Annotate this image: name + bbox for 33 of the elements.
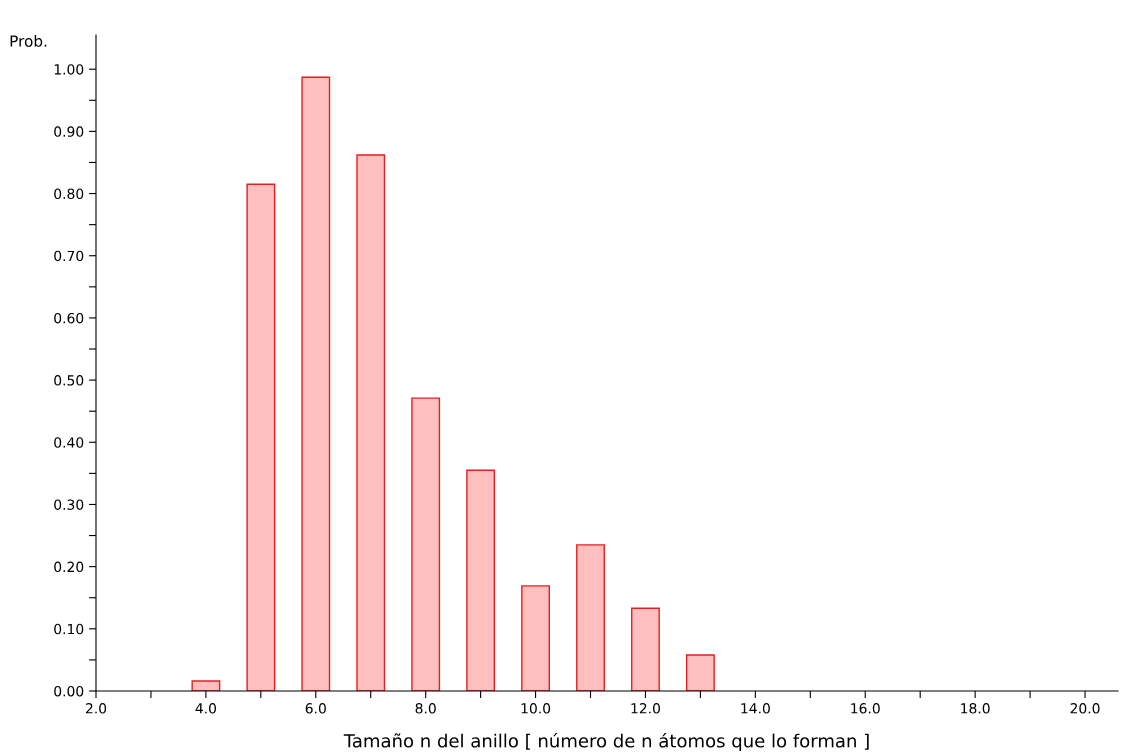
x-tick-label: 20.0 xyxy=(1070,703,1100,714)
bar xyxy=(356,154,386,691)
bar xyxy=(685,654,715,691)
bar xyxy=(521,585,551,691)
bar xyxy=(576,544,605,691)
y-tick-label: 0.40 xyxy=(54,437,84,448)
bar xyxy=(191,680,221,691)
y-tick-label: 0.20 xyxy=(54,561,84,573)
x-tick-label: 14.0 xyxy=(741,703,770,714)
x-tick-label: 10.0 xyxy=(521,703,551,714)
x-axis-title: Tamaño n del anillo [ número de n átomos que lo forman ] xyxy=(343,732,869,752)
x-tick-label: 4.0 xyxy=(195,703,217,714)
x-tick-label: 12.0 xyxy=(631,703,660,714)
y-tick-label: 0.90 xyxy=(54,126,84,137)
bar xyxy=(246,183,276,691)
y-tick-label: 1.00 xyxy=(54,64,84,75)
x-tick-label: 6.0 xyxy=(305,703,326,714)
y-tick-label: 0.70 xyxy=(54,250,84,262)
bar xyxy=(301,76,331,691)
bar xyxy=(631,607,660,691)
y-tick-label: 0.60 xyxy=(54,312,84,324)
x-tick-label: 16.0 xyxy=(851,703,880,714)
y-axis-title: Prob. xyxy=(10,35,47,47)
y-tick-label: 0.50 xyxy=(54,375,84,386)
y-tick-label: 0.10 xyxy=(54,623,84,635)
y-tick-label: 0.00 xyxy=(54,685,84,697)
y-tick-label: 0.80 xyxy=(54,188,84,200)
bar xyxy=(411,397,441,691)
x-tick-label: 8.0 xyxy=(415,703,436,714)
x-tick-label: 18.0 xyxy=(961,703,990,714)
y-tick-label: 0.30 xyxy=(54,499,84,510)
x-tick-label: 2.0 xyxy=(85,703,107,714)
bar xyxy=(466,469,496,691)
